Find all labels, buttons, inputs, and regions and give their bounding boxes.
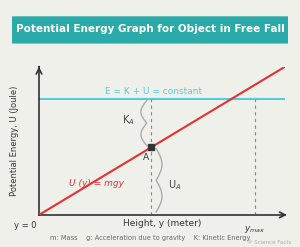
Text: Potential Energy, U (Joule): Potential Energy, U (Joule) <box>10 86 19 196</box>
Text: ® Science Facts: ® Science Facts <box>247 240 291 245</box>
X-axis label: Height, y (meter): Height, y (meter) <box>123 219 201 228</box>
Text: K$_A$: K$_A$ <box>122 113 135 127</box>
Text: U (y) = mgy: U (y) = mgy <box>70 179 124 188</box>
Text: U$_A$: U$_A$ <box>168 178 181 192</box>
Text: m: Mass    g: Acceleration due to gravity    K: Kinetic Energy: m: Mass g: Acceleration due to gravity K… <box>50 235 250 241</box>
Text: y = 0: y = 0 <box>14 221 37 230</box>
Text: A: A <box>143 153 149 162</box>
FancyBboxPatch shape <box>9 16 291 43</box>
Text: E = K + U = constant: E = K + U = constant <box>105 87 202 96</box>
Text: $y_{max}$: $y_{max}$ <box>244 224 265 235</box>
Text: Potential Energy Graph for Object in Free Fall: Potential Energy Graph for Object in Fre… <box>16 24 284 34</box>
